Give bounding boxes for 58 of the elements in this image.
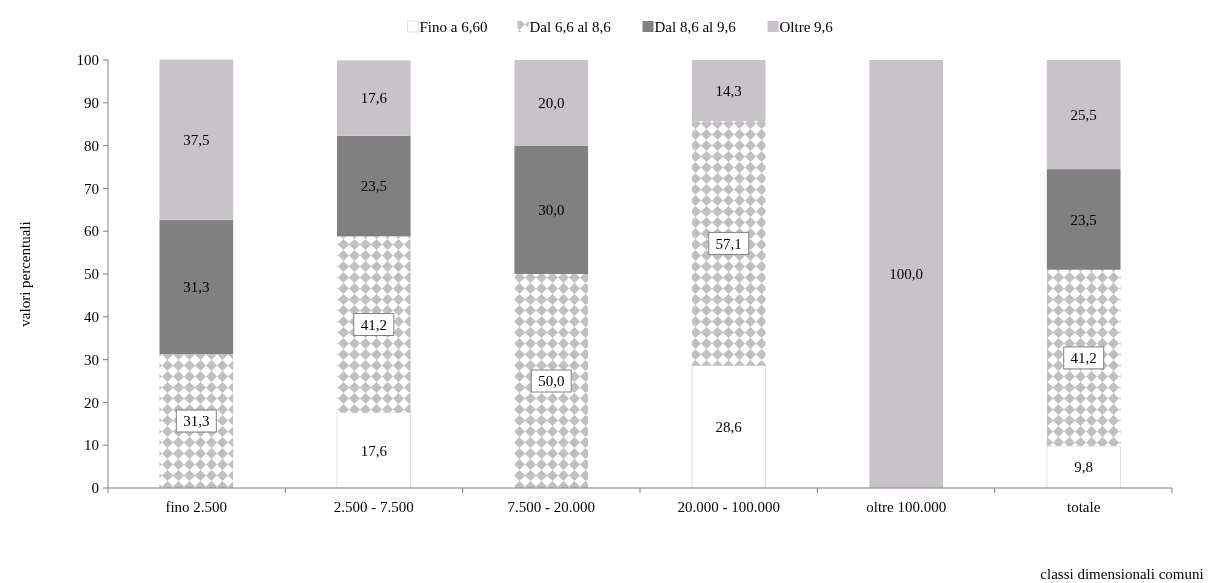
data-label: 25,5 xyxy=(1070,106,1097,123)
bar xyxy=(1046,60,1121,170)
data-label: 41,2 xyxy=(360,316,387,333)
y-axis-title: valori percentuali xyxy=(17,221,33,327)
bar xyxy=(1046,269,1121,447)
y-tick-label: 90 xyxy=(84,95,99,112)
legend-label: Dal 8,6 al 9,6 xyxy=(654,18,737,35)
data-label: 23,5 xyxy=(1070,211,1097,228)
x-tick-label: oltre 100.000 xyxy=(866,499,947,515)
bar xyxy=(514,60,589,146)
bar xyxy=(691,121,766,366)
data-label: 17,6 xyxy=(360,442,388,459)
y-tick-label: 0 xyxy=(91,480,99,497)
bar xyxy=(336,236,411,413)
bar xyxy=(336,60,411,136)
y-tick-label: 100 xyxy=(76,52,99,69)
bar xyxy=(159,220,234,355)
bar xyxy=(1046,169,1121,270)
bar xyxy=(159,59,234,221)
x-tick-label: 20.000 - 100.000 xyxy=(677,499,780,515)
y-tick-label: 30 xyxy=(84,351,99,368)
legend-label: Oltre 9,6 xyxy=(779,18,834,35)
x-tick-label: totale xyxy=(1067,499,1101,515)
data-label: 31,3 xyxy=(183,279,210,296)
y-tick-label: 10 xyxy=(84,437,99,454)
bar xyxy=(691,60,766,122)
x-axis-title: classi dimensionali comuni xyxy=(1040,566,1204,582)
x-tick-label: fino 2.500 xyxy=(165,499,228,515)
bar xyxy=(869,60,944,488)
bar xyxy=(336,135,411,237)
bar xyxy=(1046,445,1121,489)
data-label: 50,0 xyxy=(538,373,565,390)
data-label: 17,6 xyxy=(360,90,388,107)
bar xyxy=(514,145,589,274)
data-label: 31,3 xyxy=(183,413,210,430)
y-tick-label: 20 xyxy=(84,394,99,411)
data-label: 20,0 xyxy=(538,95,565,112)
data-label: 28,6 xyxy=(715,419,743,436)
data-label: 30,0 xyxy=(538,202,565,219)
data-label: 9,8 xyxy=(1074,459,1094,476)
y-tick-label: 50 xyxy=(84,266,99,283)
x-tick-label: 7.500 - 20.000 xyxy=(507,499,596,515)
data-label: 57,1 xyxy=(715,235,742,252)
data-label: 37,5 xyxy=(183,132,210,149)
data-label: 100,0 xyxy=(889,266,924,283)
legend-label: Dal 6,6 al 8,6 xyxy=(529,18,612,35)
y-tick-label: 40 xyxy=(84,309,99,326)
y-tick-label: 60 xyxy=(84,223,99,240)
y-tick-label: 70 xyxy=(84,180,99,197)
bar xyxy=(691,365,766,489)
legend-label: Fino a 6,60 xyxy=(419,18,488,35)
bar xyxy=(336,412,412,489)
data-label: 14,3 xyxy=(715,82,742,99)
data-label: 23,5 xyxy=(360,178,387,195)
data-label: 41,2 xyxy=(1070,350,1097,367)
bar xyxy=(514,274,589,488)
y-tick-label: 80 xyxy=(84,137,99,154)
x-tick-label: 2.500 - 7.500 xyxy=(333,499,414,515)
